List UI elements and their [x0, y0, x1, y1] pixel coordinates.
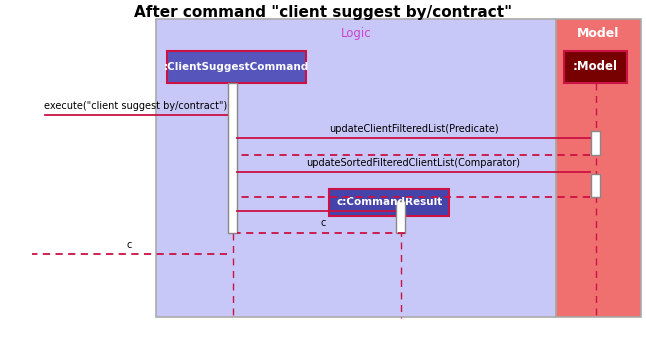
- Text: c:CommandResult: c:CommandResult: [336, 197, 443, 207]
- Text: c: c: [127, 240, 132, 250]
- Text: :ClientSuggestCommand: :ClientSuggestCommand: [163, 62, 309, 71]
- Text: execute("client suggest by/contract"): execute("client suggest by/contract"): [44, 100, 227, 111]
- Text: c: c: [320, 218, 326, 228]
- Text: After command "client suggest by/contract": After command "client suggest by/contrac…: [134, 5, 512, 20]
- Bar: [564, 51, 627, 83]
- Bar: [329, 189, 449, 216]
- Text: :Model: :Model: [573, 60, 618, 73]
- Bar: [227, 83, 238, 233]
- Bar: [395, 201, 406, 233]
- Text: Logic: Logic: [340, 27, 371, 40]
- Bar: [556, 19, 641, 317]
- Text: updateClientFilteredList(Predicate): updateClientFilteredList(Predicate): [329, 124, 498, 134]
- Bar: [156, 19, 556, 317]
- Text: Model: Model: [577, 27, 620, 40]
- Bar: [167, 51, 306, 83]
- Bar: [590, 131, 601, 155]
- Text: updateSortedFilteredClientList(Comparator): updateSortedFilteredClientList(Comparato…: [306, 158, 521, 168]
- Bar: [590, 174, 601, 197]
